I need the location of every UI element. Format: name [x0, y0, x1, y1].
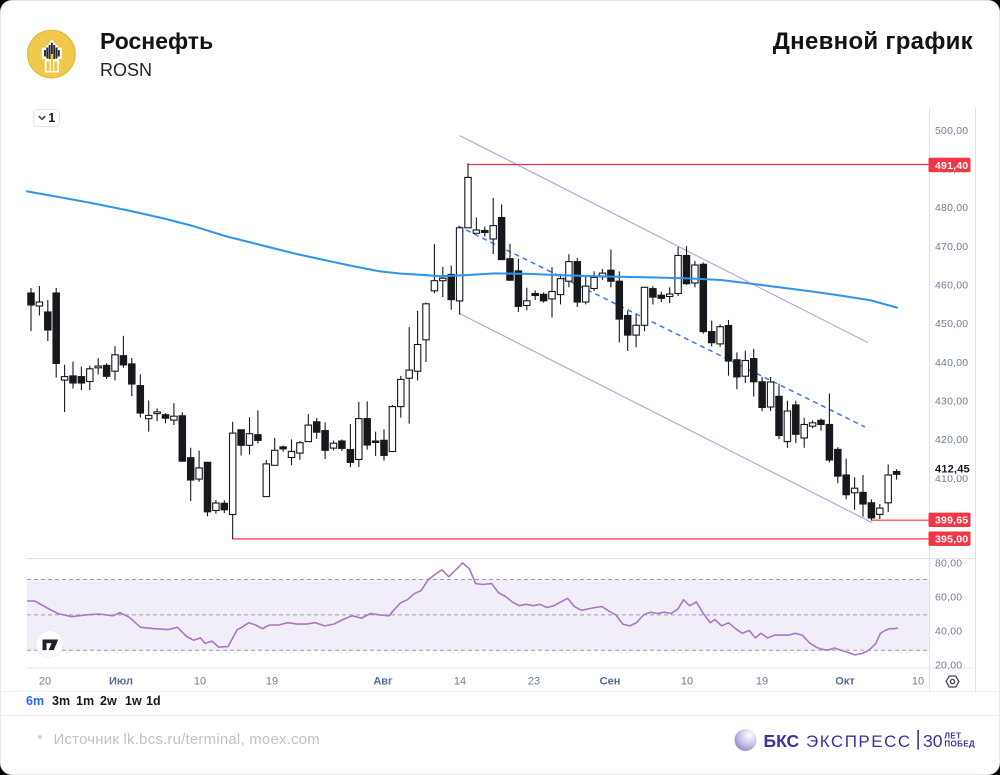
svg-text:399,65: 399,65	[935, 515, 968, 527]
svg-text:30: 30	[923, 731, 943, 751]
svg-text:ЭКСПРЕСС: ЭКСПРЕСС	[806, 732, 912, 751]
svg-text:20,00: 20,00	[935, 660, 962, 672]
svg-text:19: 19	[266, 676, 278, 688]
svg-text:40,00: 40,00	[935, 626, 962, 638]
svg-text:БКС: БКС	[764, 731, 800, 751]
svg-text:Июл: Июл	[109, 676, 133, 688]
svg-text:460,00: 460,00	[935, 280, 968, 292]
svg-text:60,00: 60,00	[935, 592, 962, 604]
svg-text:500,00: 500,00	[935, 125, 968, 137]
svg-text:1: 1	[48, 111, 55, 125]
svg-text:23: 23	[528, 676, 540, 688]
svg-text:440,00: 440,00	[935, 357, 968, 369]
svg-text:430,00: 430,00	[935, 396, 968, 408]
svg-text:10: 10	[912, 676, 924, 688]
svg-text:10: 10	[194, 676, 206, 688]
svg-text:19: 19	[756, 676, 768, 688]
svg-text:Сен: Сен	[600, 676, 621, 688]
svg-text:470,00: 470,00	[935, 241, 968, 253]
svg-text:450,00: 450,00	[935, 318, 968, 330]
svg-text:10: 10	[681, 676, 693, 688]
svg-text:ЛЕТ: ЛЕТ	[944, 731, 961, 740]
svg-text:14: 14	[454, 676, 466, 688]
svg-text:ПОБЕД: ПОБЕД	[944, 739, 975, 748]
svg-text:420,00: 420,00	[935, 434, 968, 446]
svg-text:480,00: 480,00	[935, 202, 968, 214]
svg-text:20: 20	[39, 676, 51, 688]
svg-text:395,00: 395,00	[935, 534, 968, 546]
svg-text:410,00: 410,00	[935, 473, 968, 485]
svg-text:Окт: Окт	[835, 676, 855, 688]
svg-text:491,40: 491,40	[935, 160, 968, 172]
svg-text:Авг: Авг	[373, 676, 393, 688]
svg-text:412,45: 412,45	[935, 463, 970, 475]
svg-text:80,00: 80,00	[935, 557, 962, 569]
